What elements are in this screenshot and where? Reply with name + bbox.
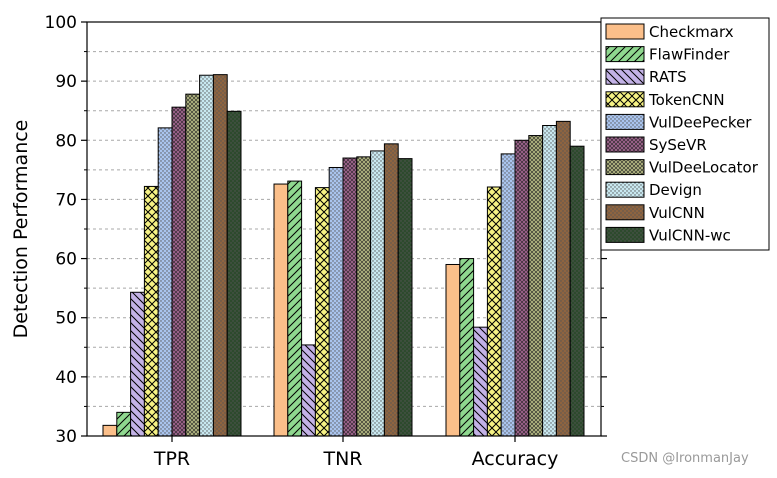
bar-rats-tpr: [130, 291, 145, 437]
bar-devign-tnr: [370, 150, 385, 437]
bar-vulcnn-tnr: [383, 143, 399, 437]
legend-swatch-vuldeepecker: [605, 113, 645, 130]
bar-vulcnn-wc-tpr: [226, 110, 242, 437]
x-tick-label-accuracy: Accuracy: [472, 448, 559, 470]
watermark-text: CSDN @IronmanJay: [621, 451, 749, 466]
legend-label-vuldeepecker: VulDeePecker: [649, 113, 752, 131]
legend-label-flawfinder: FlawFinder: [649, 46, 730, 64]
legend-swatch-vuldeelocator: [605, 159, 645, 176]
legend: Checkmarx FlawFinder RATS TokenCNN VulDeePec…: [600, 17, 770, 251]
legend-label-vulcnn-wc: VulCNN-wc: [649, 226, 731, 244]
bar-sysevr-tpr: [171, 106, 187, 437]
bars: [102, 74, 585, 437]
bar-checkmarx-accuracy: [445, 263, 461, 437]
legend-swatch-flawfinder: [605, 46, 645, 63]
bar-vuldeepecker-accuracy: [500, 153, 516, 437]
y-tick-label: 50: [55, 309, 77, 329]
x-tick-label-tnr: TNR: [322, 448, 362, 470]
y-tick-label: 30: [55, 427, 77, 447]
legend-label-checkmarx: Checkmarx: [649, 23, 734, 41]
legend-label-sysevr: SySeVR: [649, 136, 707, 154]
bar-vuldeelocator-tnr: [356, 156, 372, 437]
y-tick-label: 90: [55, 72, 77, 92]
legend-label-devign: Devign: [649, 181, 702, 199]
bar-tokencnn-tnr: [314, 187, 330, 437]
bar-vuldeepecker-tpr: [157, 127, 173, 437]
bar-checkmarx-tnr: [273, 183, 289, 437]
bar-vulcnn-tpr: [212, 74, 228, 437]
y-tick-label: 60: [55, 250, 77, 270]
bar-sysevr-accuracy: [514, 139, 530, 437]
legend-label-rats: RATS: [649, 68, 687, 86]
bar-vuldeelocator-tpr: [185, 93, 201, 437]
legend-swatch-vulcnn: [605, 204, 645, 221]
bar-flawfinder-tpr: [116, 411, 132, 437]
bar-tokencnn-accuracy: [486, 186, 502, 437]
bar-tokencnn-tpr: [143, 185, 159, 437]
legend-swatch-sysevr: [605, 136, 645, 153]
bar-sysevr-tnr: [342, 157, 358, 437]
x-tick-label-tpr: TPR: [153, 448, 190, 470]
y-tick-label: 40: [55, 368, 77, 388]
bar-rats-tnr: [301, 344, 316, 437]
legend-label-vuldeelocator: VulDeeLocator: [649, 159, 759, 177]
legend-swatch-rats: [605, 68, 645, 85]
axes: 30 40 50 60 70 80 90 100 TPR TNR Accuracy Detection…: [10, 13, 607, 470]
bar-flawfinder-tnr: [287, 180, 303, 437]
legend-swatch-vulcnn-wc: [605, 226, 645, 243]
bar-vulcnn-wc-accuracy: [569, 145, 585, 437]
bar-devign-tpr: [199, 74, 214, 437]
legend-label-vulcnn: VulCNN: [649, 204, 705, 222]
bar-vuldeepecker-tnr: [328, 166, 344, 437]
bar-devign-accuracy: [542, 125, 557, 437]
bar-vuldeelocator-accuracy: [528, 135, 544, 437]
bar-vulcnn-accuracy: [555, 120, 571, 437]
bar-vulcnn-wc-tnr: [397, 158, 413, 437]
legend-swatch-devign: [605, 181, 645, 198]
y-tick-label: 80: [55, 131, 77, 151]
y-tick-label: 100: [45, 13, 77, 33]
y-axis-title: Detection Performance: [10, 120, 32, 339]
legend-swatch-checkmarx: [605, 23, 645, 40]
bar-rats-accuracy: [473, 326, 488, 437]
legend-label-tokencnn: TokenCNN: [648, 91, 725, 109]
bar-flawfinder-accuracy: [459, 258, 475, 437]
bar-checkmarx-tpr: [102, 424, 118, 437]
legend-swatch-tokencnn: [605, 91, 645, 108]
y-tick-label: 70: [55, 190, 77, 210]
